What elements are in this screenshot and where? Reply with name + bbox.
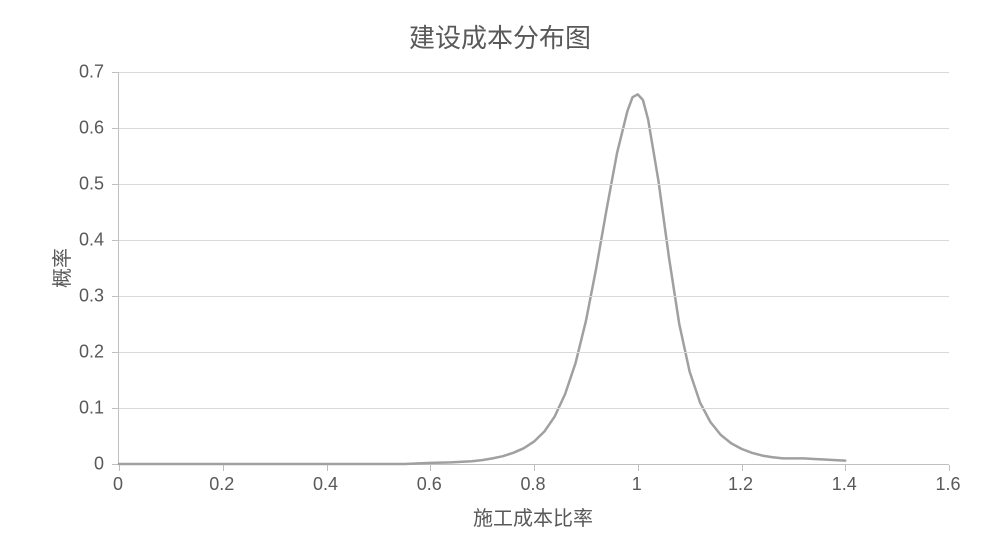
y-tick-label: 0.1 xyxy=(79,398,104,419)
y-axis-label: 概率 xyxy=(46,248,75,288)
y-tick-mark xyxy=(112,296,118,297)
gridline xyxy=(119,408,949,409)
x-tick-mark xyxy=(742,465,743,471)
x-tick-label: 0.4 xyxy=(313,474,338,495)
x-tick-mark xyxy=(638,465,639,471)
y-tick-mark xyxy=(112,240,118,241)
x-tick-mark xyxy=(327,465,328,471)
y-tick-mark xyxy=(112,352,118,353)
x-tick-label: 0.8 xyxy=(520,474,545,495)
y-tick-mark xyxy=(112,128,118,129)
x-tick-label: 0 xyxy=(113,474,123,495)
y-tick-label: 0.6 xyxy=(79,118,104,139)
y-tick-mark xyxy=(112,72,118,73)
x-tick-mark xyxy=(223,465,224,471)
gridline xyxy=(119,184,949,185)
y-tick-mark xyxy=(112,408,118,409)
x-tick-mark xyxy=(845,465,846,471)
y-tick-label: 0.7 xyxy=(79,62,104,83)
x-tick-label: 1.6 xyxy=(935,474,960,495)
gridline xyxy=(119,128,949,129)
plot-area xyxy=(118,72,949,465)
chart-title: 建设成本分布图 xyxy=(0,18,1000,55)
x-tick-mark xyxy=(430,465,431,471)
x-tick-mark xyxy=(949,465,950,471)
gridline xyxy=(119,72,949,73)
y-tick-label: 0.5 xyxy=(79,174,104,195)
y-tick-mark xyxy=(112,184,118,185)
y-tick-label: 0.3 xyxy=(79,286,104,307)
x-tick-label: 0.2 xyxy=(209,474,234,495)
x-tick-label: 1.4 xyxy=(832,474,857,495)
x-tick-mark xyxy=(534,465,535,471)
y-tick-label: 0.4 xyxy=(79,230,104,251)
x-tick-label: 0.6 xyxy=(417,474,442,495)
gridline xyxy=(119,352,949,353)
x-tick-label: 1.2 xyxy=(728,474,753,495)
chart-container: 建设成本分布图 施工成本比率 概率 0 0.1 0.2 0.3 0.4 0.5 0.6 0.7… xyxy=(0,0,1000,557)
y-tick-mark xyxy=(112,464,118,465)
x-tick-mark xyxy=(119,465,120,471)
line-series xyxy=(119,72,949,464)
gridline xyxy=(119,240,949,241)
gridline xyxy=(119,296,949,297)
x-tick-label: 1 xyxy=(632,474,642,495)
x-axis-label: 施工成本比率 xyxy=(118,502,948,531)
y-tick-label: 0 xyxy=(94,454,104,475)
y-tick-label: 0.2 xyxy=(79,342,104,363)
